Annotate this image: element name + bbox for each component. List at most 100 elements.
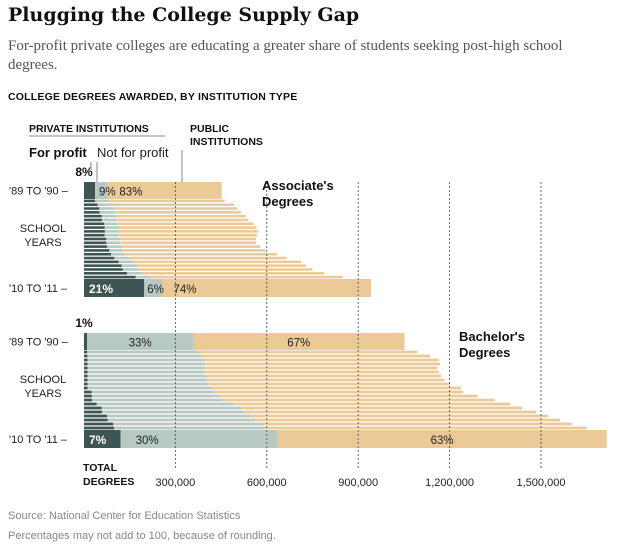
panel-1-bar-for-profit xyxy=(84,203,98,207)
panel-2-bar-for-profit xyxy=(84,378,88,382)
panel-1-years-label-line2: YEARS xyxy=(24,237,61,249)
legend-public-header-line1: PUBLIC xyxy=(190,123,230,135)
panel-2-bar-public xyxy=(212,390,463,394)
panel-1-bar-for-profit xyxy=(84,214,102,218)
panel-2-year-last: '10 TO '11 – xyxy=(9,434,68,446)
panel-1-bar-for-profit xyxy=(84,256,115,260)
panel-2-bar-not-for-profit xyxy=(92,398,224,402)
panel-2-bar-for-profit xyxy=(84,366,88,370)
x-tick-label: 1,200,000 xyxy=(425,477,474,489)
panel-1-bar-not-for-profit xyxy=(104,222,118,226)
panel-1-bar-for-profit xyxy=(84,241,107,245)
panel-2-bar-public xyxy=(192,333,405,350)
panel-2-bar-for-profit xyxy=(84,354,88,358)
panel-1-bar-public xyxy=(107,182,222,199)
legend-for-profit: For profit xyxy=(29,145,87,160)
panel-1-last-label-public: 74% xyxy=(173,284,196,296)
panel-1-bar-not-for-profit xyxy=(97,203,111,207)
panel-2-first-label-not-for-profit: 33% xyxy=(129,338,152,350)
panel-2-bar-not-for-profit xyxy=(87,366,205,370)
panel-2-bar-for-profit xyxy=(84,406,102,410)
panel-1-bar-not-for-profit xyxy=(104,226,119,229)
panel-2-bar-public xyxy=(241,406,523,410)
panel-2-bar-for-profit xyxy=(84,426,115,430)
panel-1-bar-for-profit xyxy=(84,233,105,237)
panel-2-bar-not-for-profit xyxy=(91,390,213,394)
panel-2-bar-not-for-profit xyxy=(87,350,198,354)
panel-1-bar-for-profit xyxy=(84,222,105,226)
panel-2-bar-public xyxy=(205,362,441,366)
panel-1-name-line1: Associate's xyxy=(262,178,334,193)
bars-layer xyxy=(84,182,607,448)
panel-2-bar-for-profit xyxy=(84,398,93,402)
panel-1-bar-public xyxy=(118,230,259,233)
panel-1-bar-not-for-profit xyxy=(135,275,152,279)
panel-1-bar-public xyxy=(128,256,287,260)
panel-2-bar-not-for-profit xyxy=(87,374,206,378)
panel-1-bar-for-profit xyxy=(84,252,112,256)
panel-2-bar-not-for-profit xyxy=(107,418,256,422)
panel-2-bar-for-profit xyxy=(84,370,88,374)
panel-1-last-label-for-profit: 21% xyxy=(89,282,113,296)
panel-2-years-label-line1: SCHOOL xyxy=(20,374,66,386)
panel-2-bar-public xyxy=(206,378,445,382)
panel-1-bar-public xyxy=(121,245,261,248)
panel-1-bar-public xyxy=(151,275,343,279)
panel-1-bar-not-for-profit xyxy=(144,279,162,297)
panel-2-name-line1: Bachelor's xyxy=(459,329,525,344)
source-note: Source: National Center for Education St… xyxy=(8,510,241,522)
panel-2-bar-public xyxy=(205,374,442,378)
panel-1-bar-not-for-profit xyxy=(101,214,117,218)
panel-1-bar-for-profit xyxy=(84,230,105,233)
panel-1-bar-public xyxy=(118,226,257,229)
panel-2-last-label-for-profit: 7% xyxy=(89,433,107,447)
panel-1-bar-public xyxy=(116,214,246,218)
labels-layer: '89 TO '90 – '10 TO '11 – SCHOOL YEARS Assoc… xyxy=(9,165,565,489)
panel-2-bar-public xyxy=(197,350,418,354)
panel-2-bar-not-for-profit xyxy=(87,362,206,366)
panel-1-last-label-not-for-profit: 6% xyxy=(147,284,164,296)
panel-1-bar-not-for-profit xyxy=(127,271,142,275)
panel-1-name-line2: Degrees xyxy=(262,194,313,209)
panel-2-bar-public xyxy=(264,426,587,430)
panel-1-bar-not-for-profit xyxy=(102,218,116,222)
panel-2-bar-for-profit xyxy=(84,362,88,366)
panel-2-bar-for-profit xyxy=(84,358,88,362)
panel-2-bar-public xyxy=(264,422,573,426)
panel-2-bar-public xyxy=(233,402,511,406)
panel-1-bar-for-profit xyxy=(84,271,128,275)
panel-2-bar-for-profit xyxy=(84,382,88,386)
panel-2-bar-not-for-profit xyxy=(107,414,252,418)
panel-1-bar-not-for-profit xyxy=(104,233,119,237)
x-axis-label-line2: DEGREES xyxy=(83,476,134,488)
panel-1-bar-for-profit xyxy=(84,245,107,248)
panel-1-bar-for-profit xyxy=(84,207,100,210)
panel-1-bar-not-for-profit xyxy=(106,241,121,245)
panel-2-bar-not-for-profit xyxy=(87,378,207,382)
panel-2-bar-for-profit xyxy=(84,414,108,418)
panel-2-bar-not-for-profit xyxy=(114,426,265,430)
panel-2-bar-for-profit xyxy=(84,422,114,426)
panel-1-bar-not-for-profit xyxy=(95,182,108,199)
panel-2-bar-for-profit xyxy=(84,402,97,406)
panel-1-bar-public xyxy=(113,207,238,210)
x-axis-label-line1: TOTAL xyxy=(83,462,118,474)
panel-1-bar-for-profit xyxy=(84,237,107,241)
x-tick-label: 900,000 xyxy=(338,477,378,489)
panel-2-bar-not-for-profit xyxy=(87,333,193,350)
panel-1-bar-not-for-profit xyxy=(122,268,139,271)
panel-2-bar-for-profit xyxy=(84,350,88,354)
panel-1-bar-public xyxy=(161,279,371,297)
panel-1-bar-for-profit xyxy=(84,268,123,271)
panel-2-bar-not-for-profit xyxy=(87,358,205,362)
panel-1-bar-for-profit xyxy=(84,182,96,199)
panel-1-years-label-line1: SCHOOL xyxy=(20,223,66,235)
panel-1-bar-public xyxy=(110,203,234,207)
panel-2-bar-not-for-profit xyxy=(87,382,209,386)
panel-1-bar-for-profit xyxy=(84,275,136,279)
panel-1-bar-public xyxy=(118,233,258,237)
panel-2-bar-public xyxy=(212,386,461,390)
page-title: Plugging the College Supply Gap xyxy=(8,4,360,26)
panel-1-bar-not-for-profit xyxy=(106,237,121,241)
panel-2-bar-for-profit xyxy=(84,418,108,422)
